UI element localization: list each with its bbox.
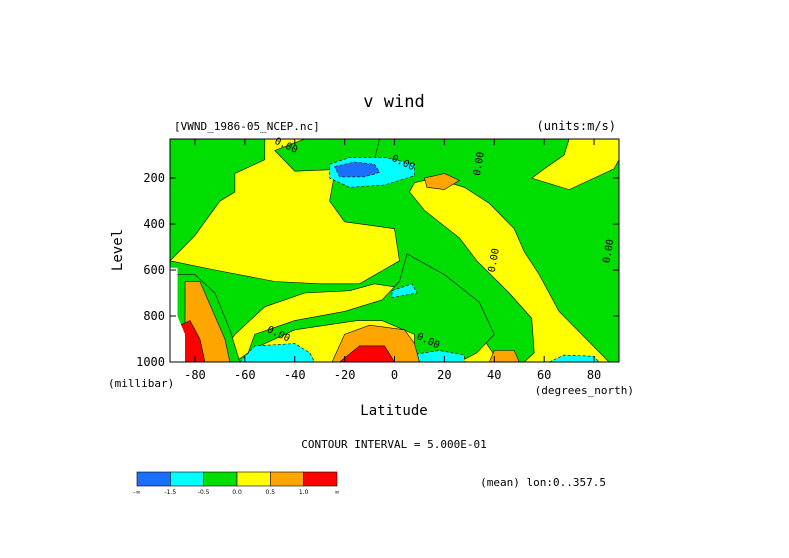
y-axis: 200 400 600 800 1000 [136,171,619,369]
y-tick-label: 1000 [136,355,165,369]
contour-region-orange [424,173,461,190]
colorbar-tick-label: -0.5 [198,489,210,496]
colorbar-swatch [170,471,204,487]
contour-region-cyan [391,283,418,298]
colorbar-swatch [203,471,238,487]
contour-region-green [234,253,495,362]
colorbar: -∞ -1.5 -0.5 0.0 0.5 1.0 ∞ [133,471,340,496]
contour-label: 0.00 [487,248,502,274]
missing-data-region [170,267,185,362]
colorbar-swatch [236,471,271,487]
contour-region-orange [488,350,520,362]
x-tick-label: -60 [234,368,256,382]
contour-region-cyan [239,343,316,362]
colorbar-swatch [270,471,304,487]
x-tick-label: 0 [391,368,398,382]
y-tick-label: 600 [143,263,165,277]
x-tick-label: 80 [587,368,601,382]
contour-region-green [170,139,266,262]
x-axis: -80 -60 -40 -20 0 20 40 60 80 [184,139,601,382]
colorbar-tick-label: 1.0 [299,489,309,496]
y-tick-label: 400 [143,217,165,231]
x-axis-label: Latitude [360,403,427,419]
contour-region-blue [334,161,380,178]
x-tick-label: -20 [334,368,356,382]
colorbar-tick-label: -∞ [133,489,140,496]
x-tick-label: 60 [537,368,551,382]
contour-label: 0.00 [602,238,617,264]
y-axis-label: Level [110,229,126,271]
contour-region-red [339,345,395,362]
x-tick-label: 40 [487,368,501,382]
colorbar-swatch [303,471,338,487]
x-tick-label: -80 [184,368,206,382]
x-axis-units: (degrees_north) [535,384,634,397]
dataset-label: [VWND_1986-05_NCEP.nc] [174,120,320,133]
x-tick-label: -40 [284,368,306,382]
colorbar-tick-label: -1.5 [164,489,176,496]
y-tick-label: 800 [143,309,165,323]
colorbar-tick-label: 0.0 [232,489,242,496]
colorbar-swatch [136,471,171,487]
chart-title: v wind [363,92,424,112]
contour-plot-area [170,139,619,362]
contour-label: 0.00 [472,151,487,177]
units-label: (units:m/s) [537,119,616,133]
mean-label: (mean) lon:0..357.5 [480,476,606,489]
y-tick-label: 200 [143,171,165,185]
contour-interval-text: CONTOUR INTERVAL = 5.000E-01 [301,438,486,451]
colorbar-tick-label: 0.5 [266,489,276,496]
x-tick-label: 20 [437,368,451,382]
colorbar-tick-label: ∞ [335,489,340,496]
y-axis-units: (millibar) [108,377,174,390]
